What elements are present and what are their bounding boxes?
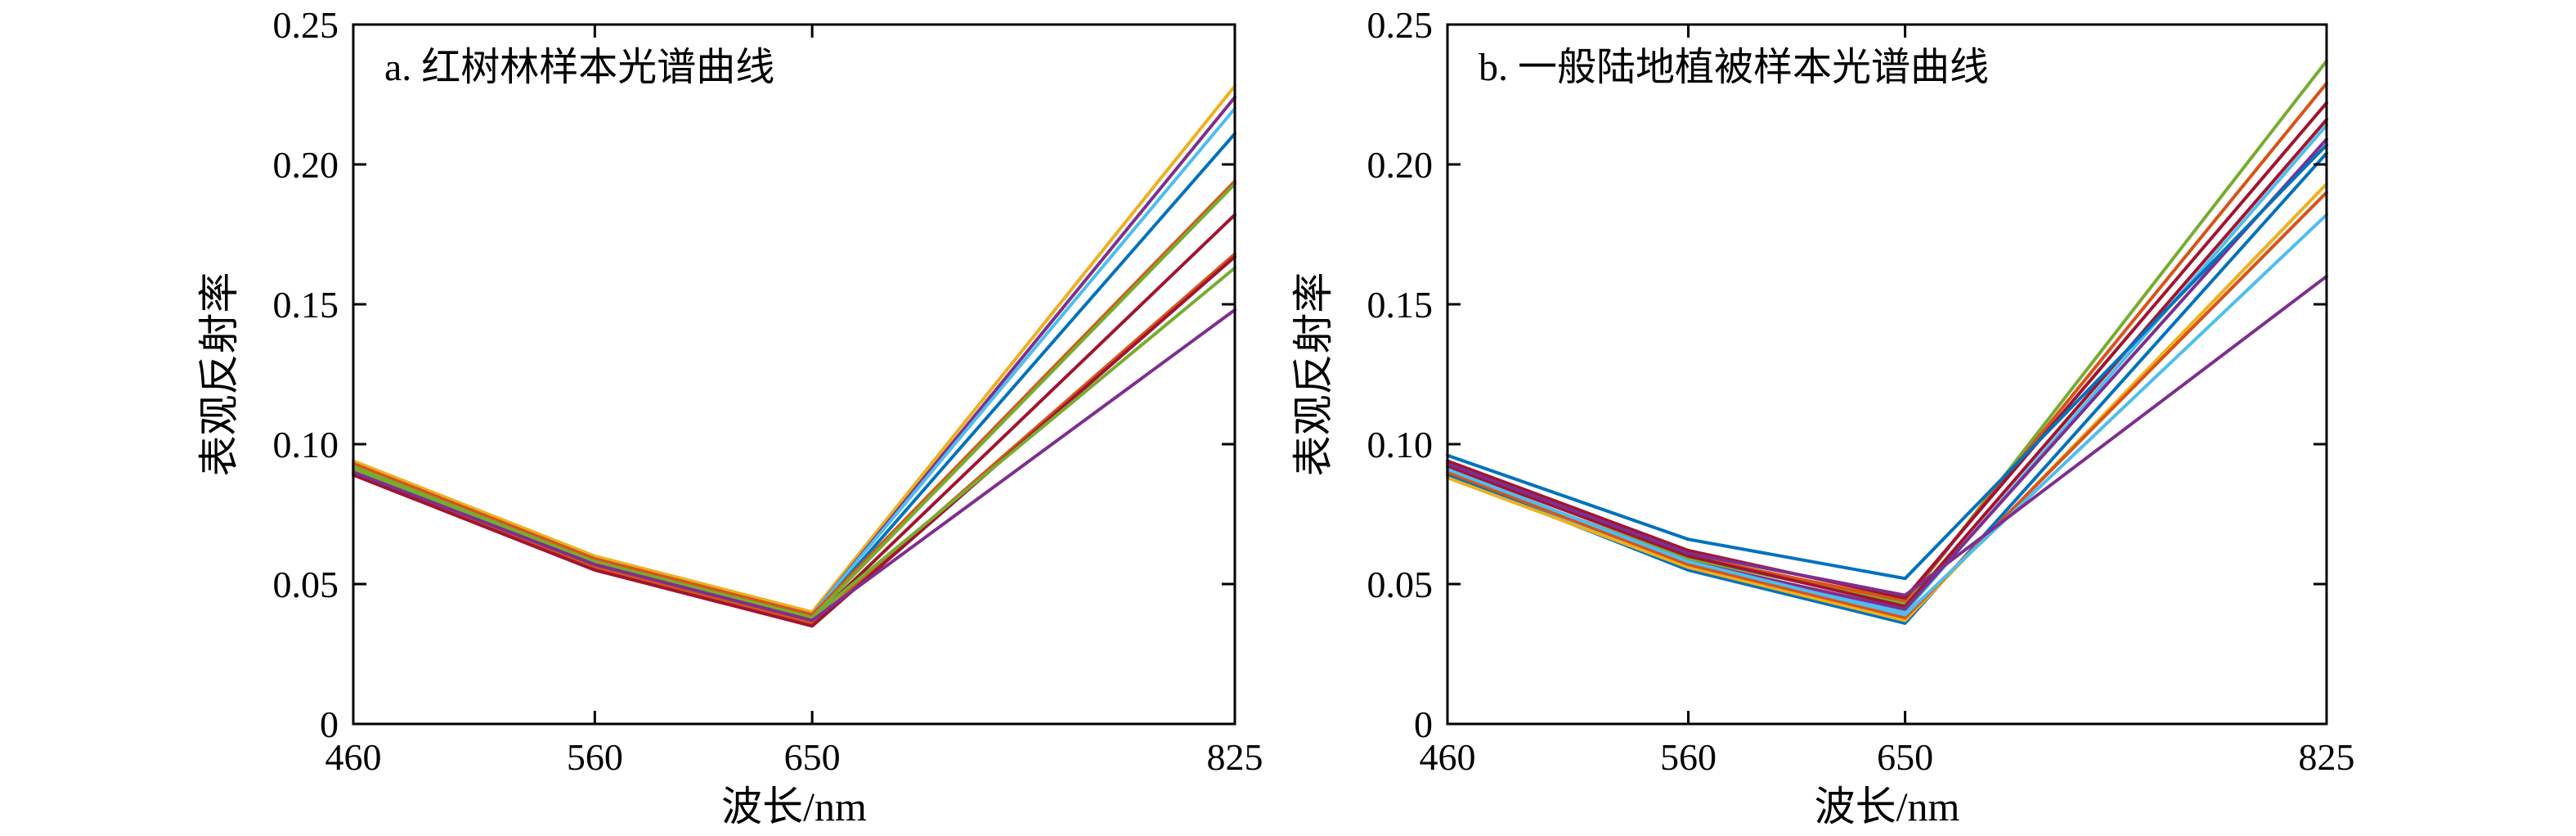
x-tick-label: 650 [784,736,841,778]
chart-panel-a: 460 560 650 825 0 0.05 0.10 0.15 0.20 0.25 波长/nm 表观… [196,4,1263,829]
series-line-10 [1446,191,2328,619]
y-tick-label: 0.15 [273,284,339,326]
series-line-9 [1446,182,2328,623]
y-axis-title: 表观反射率 [1290,272,1336,477]
series-line-4 [1446,118,2328,609]
x-tick-label: 460 [1420,736,1476,778]
y-tick-label: 0.05 [273,564,339,605]
x-tick-label: 650 [1877,736,1933,778]
x-tick-label: 460 [325,736,382,778]
y-tick-label: 0.05 [1367,564,1434,605]
y-tick-label: 0.20 [1367,144,1434,186]
x-axis-title: 波长/nm [721,784,867,829]
series-line-9 [352,254,1236,628]
series-line-5 [352,179,1236,617]
x-tick-label: 825 [1207,736,1263,778]
y-tick-label: 0 [1414,703,1433,745]
y-tick-label: 0 [320,703,339,745]
plot-frame [352,23,1236,726]
series-line-7 [352,213,1236,623]
y-tick-label: 0.25 [273,4,339,46]
series-line-5 [1446,124,2328,614]
y-tick-label: 0.10 [1367,424,1434,465]
x-tick-label: 560 [567,736,623,778]
panel-title: a. 红树林样本光谱曲线 [384,46,774,89]
series-line-8 [352,252,1236,625]
y-tick-label: 0.10 [273,424,339,465]
series-line-10 [352,266,1236,619]
series-line-11 [352,308,1236,623]
y-tick-label: 0.15 [1367,284,1434,326]
y-tick-label: 0.20 [273,144,339,186]
plot-frame [1446,23,2328,726]
x-axis-title: 波长/nm [1815,784,1960,829]
y-axis-title: 表观反射率 [196,272,242,477]
x-tick-label: 825 [2299,736,2355,778]
series-line-12 [1446,274,2328,597]
panel-title: b. 一般陆地植被样本光谱曲线 [1479,46,1989,89]
y-tick-label: 0.25 [1367,4,1434,46]
series-line-7 [1446,143,2328,581]
series-line-3 [352,106,1236,617]
series-line-8 [1446,151,2328,625]
x-tick-label: 560 [1660,736,1717,778]
series-line-1 [352,84,1236,614]
series-line-11 [1446,213,2328,617]
chart-panel-b: 460 560 650 825 0 0.05 0.10 0.15 0.20 0.25 波长/nm 表观… [1290,4,2355,829]
series-line-2 [352,95,1236,617]
